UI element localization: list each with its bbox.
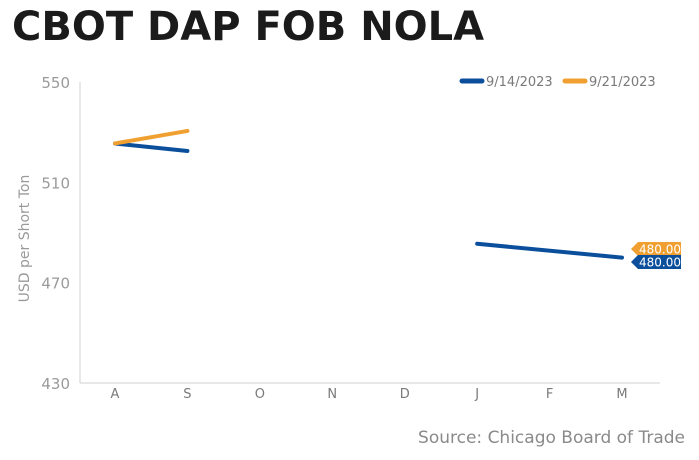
legend-label: 9/21/2023: [589, 75, 656, 90]
x-tick-label: D: [400, 387, 410, 402]
y-tick-label: 550: [41, 74, 70, 92]
end-label-value: 480.00: [639, 256, 681, 270]
y-axis-title: USD per Short Ton: [17, 175, 33, 303]
x-tick-label: F: [546, 387, 553, 402]
chart-title: CBOT DAP FOB NOLA: [12, 4, 485, 50]
legend-label: 9/14/2023: [486, 75, 553, 90]
x-tick-label: N: [327, 387, 337, 402]
y-tick-label: 510: [41, 174, 70, 192]
y-tick-label: 430: [41, 375, 70, 393]
x-tick-label: A: [111, 387, 120, 402]
x-tick-label: O: [255, 387, 265, 402]
plot-area: [79, 82, 660, 384]
source-note: Source: Chicago Board of Trade: [418, 428, 685, 448]
x-tick-label: J: [474, 387, 479, 402]
end-label-tag: [631, 242, 681, 256]
legend: 9/14/2023 9/21/2023: [459, 75, 656, 90]
x-tick-label: S: [183, 387, 191, 402]
series-layer: [113, 128, 624, 260]
y-axis: 430 470 510 550 USD per Short Ton: [17, 74, 70, 393]
series-line: [113, 141, 190, 153]
series-line: [113, 128, 190, 146]
y-tick-label: 470: [41, 275, 70, 293]
end-label-tag: [631, 255, 681, 269]
x-tick-label: M: [616, 387, 627, 402]
series-line: [475, 241, 624, 260]
end-label-value: 480.00: [639, 243, 681, 257]
